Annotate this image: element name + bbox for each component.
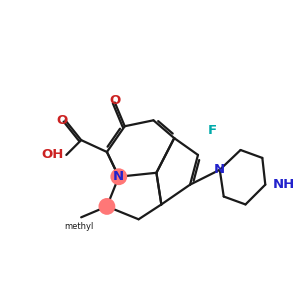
Text: N: N <box>214 163 225 176</box>
Text: N: N <box>113 170 124 183</box>
Text: NH: NH <box>273 178 296 191</box>
Circle shape <box>98 198 115 215</box>
Text: OH: OH <box>41 148 63 161</box>
Text: O: O <box>57 114 68 127</box>
Circle shape <box>110 168 127 185</box>
Text: O: O <box>109 94 121 107</box>
Text: methyl: methyl <box>64 222 94 231</box>
Text: F: F <box>207 124 216 137</box>
